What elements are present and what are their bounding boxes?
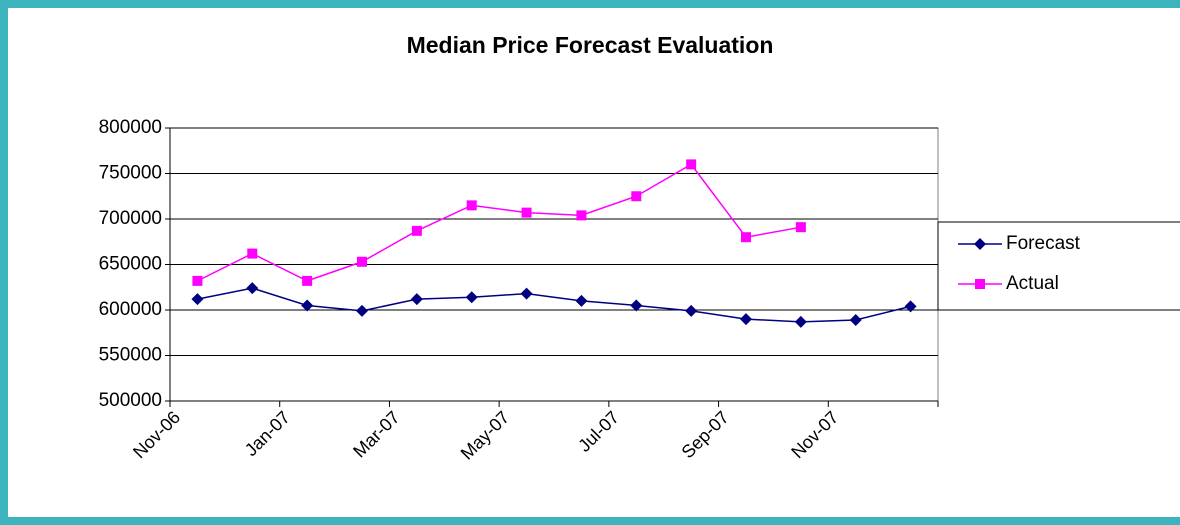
marker <box>247 248 258 259</box>
marker <box>246 282 259 295</box>
chart-title: Median Price Forecast Evaluation <box>407 32 774 58</box>
marker <box>357 256 367 267</box>
marker <box>630 299 643 312</box>
marker <box>685 304 698 317</box>
marker <box>631 191 642 202</box>
y-tick-label: 750000 <box>99 163 162 184</box>
marker <box>192 275 203 286</box>
marker <box>302 275 313 286</box>
series-line <box>197 287 911 323</box>
marker <box>975 279 985 289</box>
marker <box>301 299 314 312</box>
series-line <box>197 163 801 282</box>
legend-label: Forecast <box>1006 233 1081 254</box>
marker <box>465 291 478 304</box>
legend-box <box>937 221 1180 311</box>
marker <box>411 225 422 236</box>
marker <box>795 222 806 233</box>
y-tick-label: 600000 <box>99 299 162 320</box>
marker <box>849 314 862 327</box>
marker <box>356 304 368 317</box>
marker <box>741 232 751 243</box>
marker <box>466 200 477 211</box>
y-tick-label: 800000 <box>99 117 162 138</box>
marker <box>575 294 588 307</box>
y-tick-label: 550000 <box>99 345 162 366</box>
marker <box>904 300 917 313</box>
legend-label: Actual <box>1006 273 1059 294</box>
y-tick-label: 650000 <box>99 254 162 275</box>
marker <box>191 293 204 306</box>
marker <box>521 207 532 218</box>
marker <box>520 287 533 300</box>
marker <box>686 159 697 170</box>
y-tick-label: 500000 <box>99 390 162 411</box>
marker <box>410 293 423 306</box>
marker <box>974 238 986 250</box>
marker <box>740 313 752 326</box>
marker <box>576 210 587 221</box>
marker <box>794 315 807 328</box>
y-tick-label: 700000 <box>99 208 162 229</box>
